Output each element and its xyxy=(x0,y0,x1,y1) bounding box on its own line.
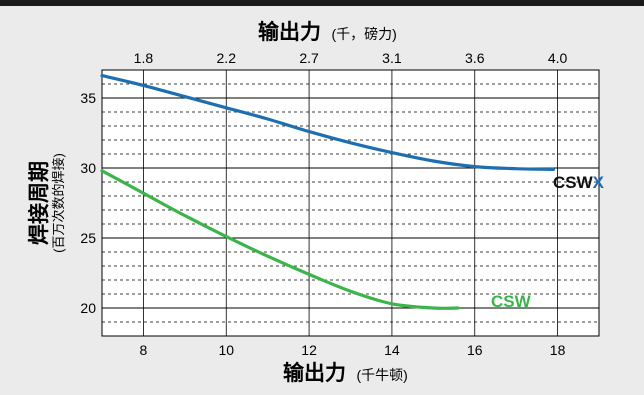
bottom-axis-unit: (千牛顿) xyxy=(356,367,407,383)
top-bar xyxy=(0,0,644,6)
x-bottom-tick-label: 16 xyxy=(467,342,483,358)
x-top-tick-label: 3.1 xyxy=(382,50,402,66)
bottom-axis-title-main: 输出力 xyxy=(283,361,346,385)
x-bottom-tick-label: 14 xyxy=(384,342,400,358)
grid xyxy=(102,70,599,336)
y-tick-label: 35 xyxy=(80,90,96,106)
y-axis-unit: (百万次数的焊接) xyxy=(51,153,66,253)
top-axis-unit: (千，磅力) xyxy=(331,26,396,42)
series-line-csw xyxy=(100,169,460,310)
series-label-cswx-suffix: X xyxy=(593,173,605,192)
top-axis-title: 输出力 (千，磅力) xyxy=(258,20,397,44)
series-label-csw: CSW xyxy=(491,292,532,311)
x-bottom-tick-label: 8 xyxy=(140,342,148,358)
series-label-cswx: CSWX xyxy=(553,173,605,192)
x-top-tick-label: 1.8 xyxy=(134,50,154,66)
x-top-tick-label: 3.6 xyxy=(465,50,485,66)
bottom-axis-title: 输出力 (千牛顿) xyxy=(283,361,408,385)
series-label-cswx-base: CSW xyxy=(553,173,594,192)
x-top-tick-label: 2.7 xyxy=(299,50,319,66)
y-tick-label: 20 xyxy=(80,300,96,316)
y-tick-label: 30 xyxy=(80,160,96,176)
x-top-tick-label: 2.2 xyxy=(217,50,237,66)
x-bottom-tick-label: 18 xyxy=(550,342,566,358)
y-tick-label: 25 xyxy=(80,230,96,246)
top-axis-title-main: 输出力 xyxy=(258,20,321,44)
x-top-tick-label: 4.0 xyxy=(548,50,568,66)
x-bottom-tick-label: 12 xyxy=(301,342,317,358)
series-line-cswx xyxy=(100,74,556,171)
y-axis-title-main: 焊接周期 xyxy=(27,161,51,245)
y-axis-title: 焊接周期 (百万次数的焊接) xyxy=(27,153,66,253)
x-bottom-tick-label: 10 xyxy=(218,342,234,358)
ticks: 8 10 12 14 16 18 1.8 2.2 2.7 3.1 3.6 4.0 20 25 30 35 xyxy=(80,50,567,358)
